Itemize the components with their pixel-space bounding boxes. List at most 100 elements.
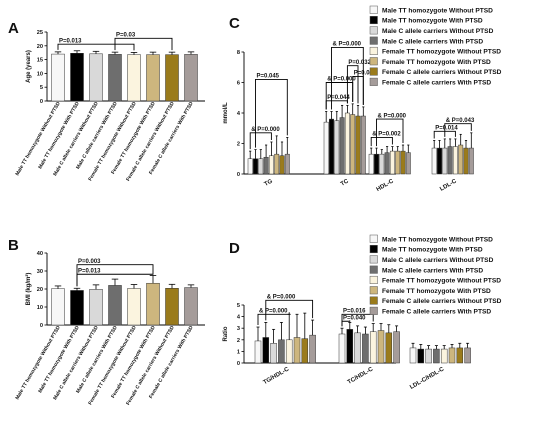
- y-tick-label: 0: [40, 323, 43, 329]
- bar: [368, 153, 374, 175]
- significance-bracket: P=0.003: [76, 259, 154, 287]
- legend-swatch: [369, 234, 378, 243]
- bar: [51, 53, 65, 102]
- legend-label: Female TT homozygote Without PTSD: [382, 278, 501, 285]
- significance-bracket: P=0.03: [114, 33, 173, 51]
- y-tick-label: 40: [37, 251, 43, 257]
- bar: [309, 334, 316, 364]
- bar: [301, 338, 309, 364]
- significance-bracket: & P=0.000: [325, 77, 356, 110]
- bar: [284, 153, 290, 175]
- legend-label: Male C allele carriers Without PTSD: [382, 257, 494, 264]
- group-label: LDL-C: [439, 178, 458, 193]
- bar: [456, 347, 464, 364]
- significance-bracket: & P=0.043: [444, 118, 475, 137]
- y-tick-label: 2: [237, 142, 240, 148]
- bar: [395, 150, 401, 175]
- bracket-line: [370, 136, 393, 147]
- bar: [51, 288, 65, 326]
- bracket-line: [444, 123, 472, 137]
- bar: [431, 147, 437, 175]
- p-value-label: P=0.013: [78, 268, 101, 274]
- legend-label: Male C allele carriers Without PTSD: [382, 28, 494, 35]
- bar: [247, 158, 253, 175]
- y-tick-label: 6: [237, 81, 240, 87]
- bar: [400, 150, 406, 175]
- legend-swatch: [369, 255, 378, 264]
- y-tick-label: 1: [237, 349, 240, 355]
- bar: [262, 337, 270, 364]
- bar: [293, 337, 301, 364]
- legend-swatch: [369, 245, 378, 254]
- bar: [458, 144, 464, 175]
- bar: [452, 146, 458, 175]
- y-tick-label: 5: [237, 303, 240, 309]
- y-tick-label: 10: [37, 305, 43, 311]
- legend: Male TT homozygote Without PTSD Male TT h…: [369, 234, 502, 316]
- bar: [258, 158, 264, 175]
- legend-swatch: [369, 67, 378, 76]
- bar: [385, 332, 393, 364]
- bar: [362, 333, 369, 364]
- legend-swatch: [369, 306, 378, 315]
- group-label: TC/HDL-C: [347, 366, 375, 386]
- legend-swatch: [369, 265, 378, 274]
- significance-bracket: P=0.049: [352, 71, 377, 105]
- y-tick-label: 0: [237, 361, 240, 367]
- bar: [389, 150, 395, 175]
- significance-bracket: & P=0.000: [331, 42, 364, 110]
- significance-bracket: & P=0.000: [257, 308, 290, 326]
- y-tick-label: 0: [237, 172, 240, 178]
- y-axis-title: Ratio: [223, 326, 229, 341]
- p-value-label: P=0.040: [343, 315, 366, 321]
- significance-bracket: P=0.040: [341, 315, 366, 327]
- significance-bracket: & P=0.000: [376, 113, 407, 147]
- bar: [468, 147, 474, 175]
- bar: [369, 331, 377, 364]
- bracket-line: [249, 132, 272, 150]
- bar: [285, 339, 293, 364]
- y-tick-label: 8: [237, 50, 240, 56]
- bar: [127, 288, 141, 326]
- bar: [425, 348, 432, 364]
- y-tick-label: 4: [237, 111, 241, 117]
- bar: [339, 117, 345, 175]
- bar: [463, 147, 469, 175]
- significance-bracket: P=0.016: [341, 308, 374, 327]
- legend-label: Male C allele carriers With PTSD: [382, 38, 483, 45]
- p-value-label: & P=0.000: [259, 308, 288, 314]
- legend-label: Male TT homozygote With PTSD: [382, 247, 483, 254]
- bar: [354, 332, 361, 364]
- bar: [70, 53, 84, 102]
- legend-swatch: [369, 77, 378, 86]
- legend-swatch: [369, 57, 378, 66]
- legend-label: Female C allele carriers Without PTSD: [382, 298, 502, 305]
- legend-swatch: [369, 26, 378, 35]
- bar: [464, 347, 471, 364]
- p-value-label: P=0.044: [327, 95, 350, 101]
- p-value-label: P=0.014: [435, 126, 458, 132]
- bracket-line: [376, 118, 404, 147]
- bar: [274, 153, 280, 175]
- bar: [360, 115, 366, 175]
- bar: [146, 54, 160, 102]
- p-value-label: & P=0.000: [378, 113, 407, 119]
- p-value-label: P=0.045: [257, 74, 280, 80]
- bar: [448, 347, 456, 364]
- bar: [108, 54, 122, 102]
- bar: [270, 343, 277, 364]
- bar: [253, 158, 258, 175]
- bar: [374, 153, 379, 175]
- bar: [89, 289, 103, 326]
- bar: [346, 329, 354, 364]
- y-tick-label: 10: [37, 71, 43, 77]
- p-value-label: P=0.03: [116, 33, 136, 39]
- bar: [165, 54, 179, 102]
- y-tick-label: 2: [237, 338, 240, 344]
- bracket-line: [257, 312, 290, 326]
- significance-bracket: & P=0.002: [370, 132, 401, 147]
- bar: [440, 348, 448, 364]
- bar: [165, 288, 179, 326]
